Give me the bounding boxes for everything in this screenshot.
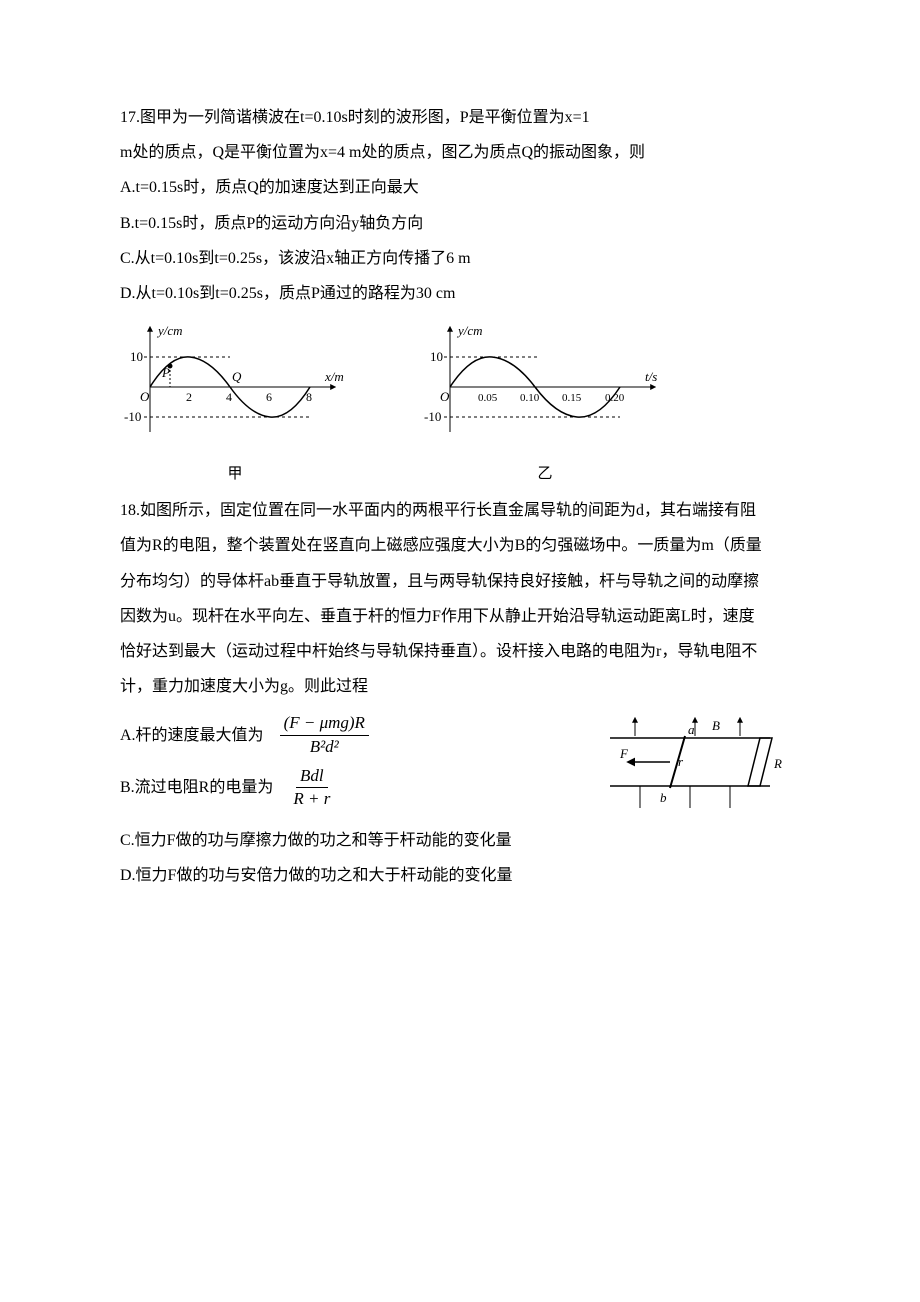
q17-line1: 17.图甲为一列简谐横波在t=0.10s时刻的波形图，P是平衡位置为x=1 (120, 100, 800, 135)
q18-optD: D.恒力F做的功与安倍力做的功之和大于杆动能的变化量 (120, 858, 800, 893)
q18-B-num: Bdl (296, 767, 328, 789)
q17-number: 17. (120, 109, 140, 126)
q18-A-text: A.杆的速度最大值为 (120, 726, 264, 745)
jia-ym10: -10 (124, 409, 141, 424)
q18-A-num: (F − μmg)R (280, 714, 369, 736)
q17-optB: B.t=0.15s时，质点P的运动方向沿y轴负方向 (120, 206, 800, 241)
jia-xlabel: x/m (324, 369, 344, 384)
yi-x10: 0.10 (520, 392, 540, 404)
yi-x20: 0.20 (605, 392, 625, 404)
q17-optD: D.从t=0.10s到t=0.25s，质点P通过的路程为30 cm (120, 276, 800, 311)
jia-label: 甲 (120, 462, 350, 483)
q18-s5: 计，重力加速度大小为g。则此过程 (120, 669, 800, 704)
svg-text:a: a (688, 722, 695, 737)
q18-B-text: B.流过电阻R的电量为 (120, 778, 273, 797)
jia-Q: Q (232, 369, 242, 384)
svg-text:R: R (773, 756, 782, 771)
yi-y10: 10 (430, 349, 443, 364)
q18-B-frac: Bdl R + r (289, 767, 334, 809)
q18-optA: A.杆的速度最大值为 (F − μmg)R B²d² (120, 714, 600, 756)
q18-s0: 如图所示，固定位置在同一水平面内的两根平行长直金属导轨的间距为d，其右端接有阻 (140, 502, 756, 519)
q18-s2: 分布均匀）的导体杆ab垂直于导轨放置，且与两导轨保持良好接触，杆与导轨之间的动摩… (120, 564, 800, 599)
q17-stem1: 图甲为一列简谐横波在t=0.10s时刻的波形图，P是平衡位置为x=1 (140, 109, 590, 126)
q17-optA: A.t=0.15s时，质点Q的加速度达到正向最大 (120, 170, 800, 205)
jia-O: O (140, 389, 150, 404)
q18-B-den: R + r (289, 788, 334, 809)
yi-x05: 0.05 (478, 392, 498, 404)
svg-text:r: r (678, 754, 684, 769)
jia-y10: 10 (130, 349, 143, 364)
fig-yi: 10 -10 y/cm O 0.05 0.10 0.15 0.20 t/s 乙 (420, 317, 670, 483)
jia-P: P (161, 365, 170, 380)
fig-jia: 10 -10 y/cm O 2 4 6 8 x/m P Q 甲 (120, 317, 350, 483)
q17-stem2: m处的质点，Q是平衡位置为x=4 m处的质点，图乙为质点Q的振动图象，则 (120, 135, 800, 170)
yi-ylabel: y/cm (456, 323, 483, 338)
jia-x4: 4 (226, 390, 232, 404)
q17-optC: C.从t=0.10s到t=0.25s，该波沿x轴正方向传播了6 m (120, 241, 800, 276)
q18-s4: 恰好达到最大（运动过程中杆始终与导轨保持垂直）。设杆接入电路的电阻为r，导轨电阻… (120, 634, 800, 669)
yi-O: O (440, 389, 450, 404)
circuit-diagram: a b r F B R (600, 704, 800, 823)
q18-s1: 值为R的电阻，整个装置处在竖直向上磁感应强度大小为B的匀强磁场中。一质量为m（质… (120, 528, 800, 563)
yi-x15: 0.15 (562, 392, 582, 404)
yi-xlabel: t/s (645, 369, 657, 384)
jia-x2: 2 (186, 390, 192, 404)
q18-A-frac: (F − μmg)R B²d² (280, 714, 369, 756)
q18-number: 18. (120, 502, 140, 519)
q18-optC: C.恒力F做的功与摩擦力做的功之和等于杆动能的变化量 (120, 823, 800, 858)
jia-ylabel: y/cm (156, 323, 183, 338)
yi-ym10: -10 (424, 409, 441, 424)
q18-l0: 18.如图所示，固定位置在同一水平面内的两根平行长直金属导轨的间距为d，其右端接… (120, 493, 800, 528)
q18-s3: 因数为u。现杆在水平向左、垂直于杆的恒力F作用下从静止开始沿导轨运动距离L时，速… (120, 599, 800, 634)
svg-text:F: F (619, 746, 629, 761)
svg-text:b: b (660, 790, 667, 805)
jia-x6: 6 (266, 390, 272, 404)
yi-label: 乙 (420, 462, 670, 483)
q18-A-den: B²d² (306, 736, 343, 757)
svg-text:B: B (712, 718, 720, 733)
q18-optB: B.流过电阻R的电量为 Bdl R + r (120, 767, 600, 809)
